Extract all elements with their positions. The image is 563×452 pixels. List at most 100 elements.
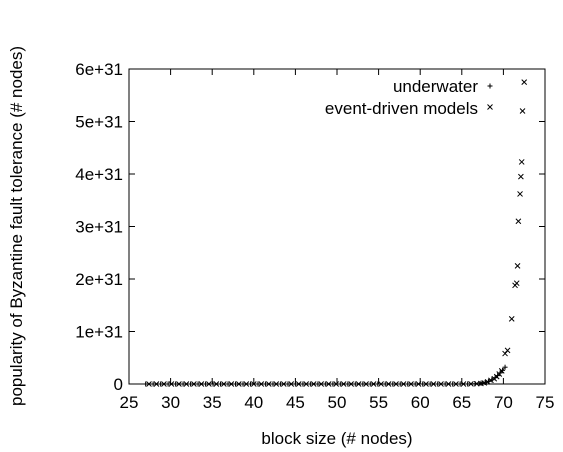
event-driven-point xyxy=(481,380,488,386)
event-driven-point xyxy=(385,381,392,387)
y-tick-label: 2e+31 xyxy=(75,270,123,289)
event-driven-point xyxy=(288,381,295,387)
x-tick-label: 70 xyxy=(494,393,513,412)
x-tick-label: 25 xyxy=(120,393,139,412)
underwater-point xyxy=(158,381,164,387)
event-driven-point xyxy=(423,381,429,387)
underwater-point xyxy=(210,381,216,387)
y-tick-label: 5e+31 xyxy=(75,113,123,132)
x-tick-label: 35 xyxy=(203,393,222,412)
x-tick-label: 75 xyxy=(536,393,555,412)
event-driven-point xyxy=(235,381,242,387)
event-driven-point xyxy=(280,381,287,387)
event-driven-point xyxy=(340,381,347,387)
underwater-point xyxy=(442,381,448,387)
event-driven-point xyxy=(153,381,160,387)
event-driven-point xyxy=(220,381,227,387)
underwater-point xyxy=(375,381,381,387)
event-driven-point xyxy=(484,379,491,385)
event-driven-point xyxy=(325,381,332,387)
underwater-point xyxy=(203,381,209,387)
event-driven-point xyxy=(273,381,280,387)
underwater-point xyxy=(465,381,471,387)
legend-marker-event-driven-models xyxy=(487,104,493,110)
underwater-point xyxy=(397,381,403,387)
event-driven-point xyxy=(318,381,325,387)
underwater-point xyxy=(292,381,298,387)
underwater-point xyxy=(247,381,253,387)
underwater-point xyxy=(367,381,373,387)
underwater-point xyxy=(285,381,291,387)
underwater-point xyxy=(360,381,366,387)
underwater-point xyxy=(450,381,456,387)
event-driven-point xyxy=(518,159,525,165)
event-driven-point xyxy=(183,381,190,387)
event-driven-point xyxy=(453,381,459,387)
underwater-point xyxy=(300,381,306,387)
x-tick-label: 55 xyxy=(369,393,388,412)
underwater-point xyxy=(405,381,411,387)
event-driven-point xyxy=(513,280,520,287)
underwater-point xyxy=(188,381,194,387)
event-driven-point xyxy=(250,381,257,387)
event-driven-point xyxy=(146,381,152,387)
event-driven-point xyxy=(504,347,511,354)
event-driven-point xyxy=(168,381,175,387)
event-driven-point xyxy=(355,381,362,387)
legend: underwater event-driven models xyxy=(325,77,493,118)
event-driven-point xyxy=(521,79,528,85)
underwater-point xyxy=(277,381,283,387)
y-axis-ticks: 0 1e+31 2e+31 3e+31 4e+31 5e+31 6e+31 xyxy=(75,60,545,394)
event-driven-point xyxy=(508,316,515,322)
event-driven-point xyxy=(191,381,197,387)
legend-marker-underwater xyxy=(487,83,493,89)
y-tick-label: 0 xyxy=(114,375,123,394)
event-driven-point xyxy=(161,381,167,387)
y-tick-label: 1e+31 xyxy=(75,323,123,342)
underwater-point xyxy=(165,381,171,387)
underwater-point xyxy=(420,381,426,387)
x-axis-ticks: 25 30 35 40 45 50 55 60 65 70 75 xyxy=(120,69,555,412)
underwater-point xyxy=(240,381,246,387)
event-driven-point xyxy=(430,381,437,387)
underwater-point xyxy=(315,381,321,387)
event-driven-point xyxy=(206,381,212,387)
underwater-point xyxy=(337,381,343,387)
event-driven-point xyxy=(265,381,272,387)
underwater-point xyxy=(427,381,433,387)
underwater-point xyxy=(502,364,508,370)
x-tick-label: 65 xyxy=(452,393,471,412)
underwater-point xyxy=(330,381,336,387)
event-driven-point xyxy=(258,381,265,387)
underwater-point xyxy=(352,381,358,387)
legend-label-underwater: underwater xyxy=(393,77,478,96)
y-axis-label: popularity of Byzantine fault tolerance … xyxy=(7,46,26,406)
y-tick-label: 6e+31 xyxy=(75,60,123,79)
x-tick-label: 50 xyxy=(328,393,347,412)
event-driven-point xyxy=(518,173,524,180)
event-driven-point xyxy=(363,381,369,387)
underwater-point xyxy=(225,381,231,387)
x-tick-label: 60 xyxy=(411,393,430,412)
event-driven-point xyxy=(408,381,414,387)
event-driven-point xyxy=(515,218,522,225)
underwater-point xyxy=(150,381,156,387)
event-driven-point xyxy=(468,381,474,387)
x-axis-label: block size (# nodes) xyxy=(261,429,412,448)
event-driven-point xyxy=(243,381,250,387)
underwater-point xyxy=(435,381,441,387)
legend-plus-icon xyxy=(487,83,493,89)
event-driven-point xyxy=(333,381,340,387)
event-driven-point xyxy=(498,368,505,374)
data-points xyxy=(143,79,528,387)
event-driven-point xyxy=(393,381,399,387)
event-driven-point xyxy=(303,381,310,387)
event-driven-point xyxy=(519,108,526,114)
underwater-point xyxy=(307,381,313,387)
y-tick-label: 3e+31 xyxy=(75,218,123,237)
underwater-point xyxy=(457,381,463,387)
x-tick-label: 30 xyxy=(161,393,180,412)
underwater-point xyxy=(255,381,261,387)
event-driven-point xyxy=(415,381,422,387)
